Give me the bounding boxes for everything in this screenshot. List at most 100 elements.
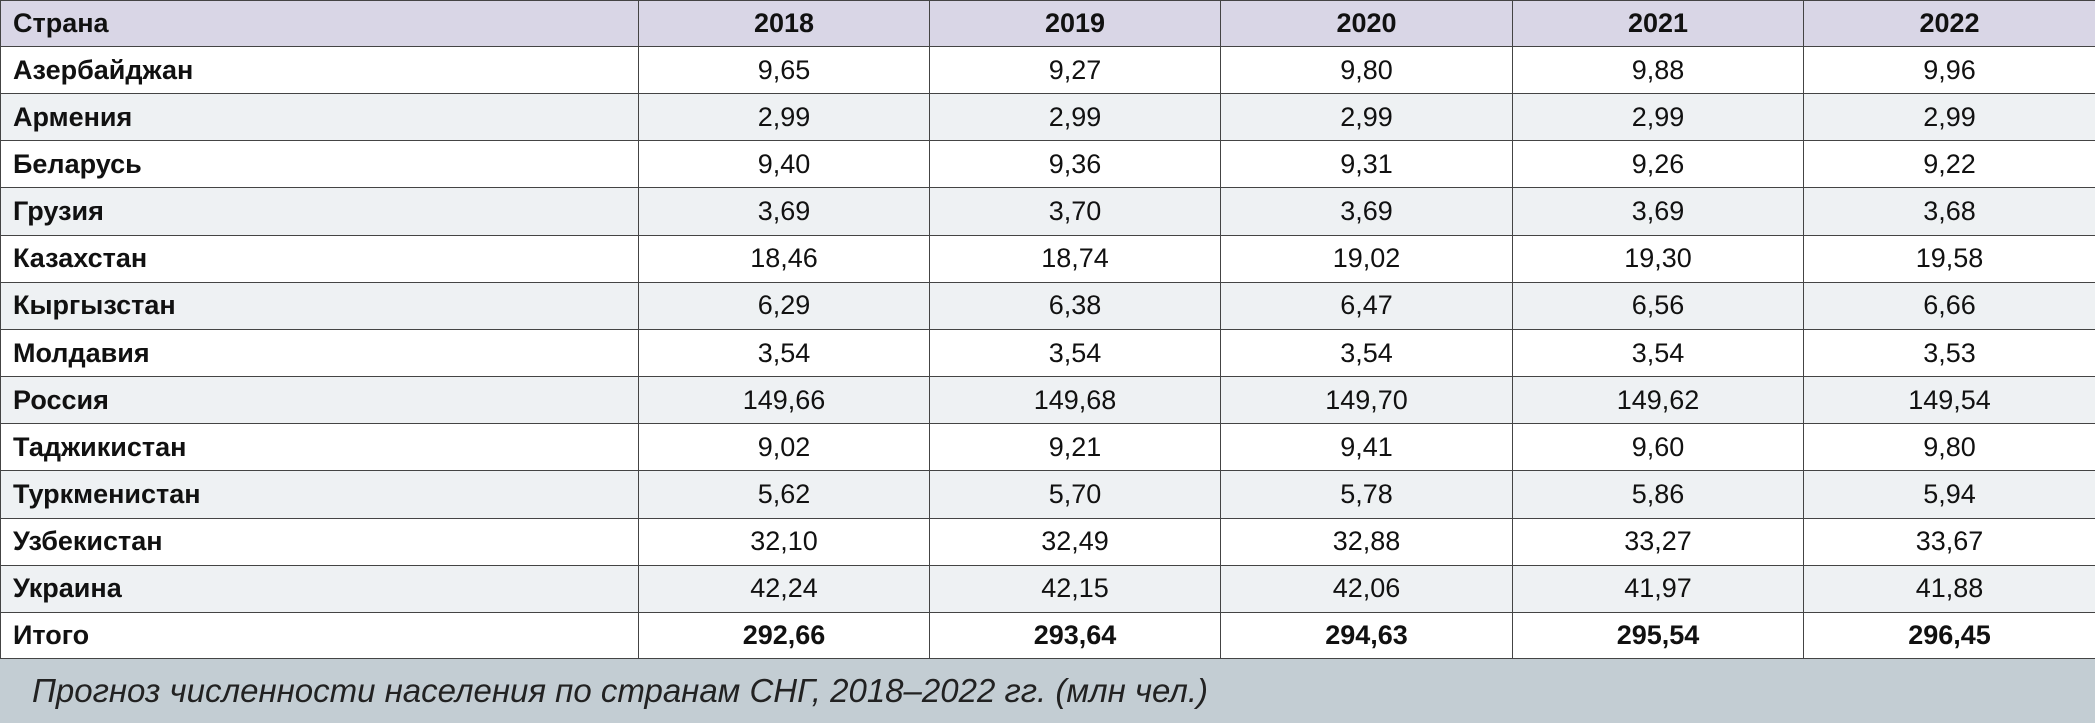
total-label: Итого bbox=[0, 612, 639, 659]
value-cell: 149,70 bbox=[1220, 376, 1513, 425]
value-cell: 9,02 bbox=[638, 423, 930, 472]
value-cell: 6,56 bbox=[1512, 281, 1804, 330]
column-header-country: Страна bbox=[0, 0, 639, 47]
column-header-year: 2020 bbox=[1220, 0, 1513, 47]
value-cell: 9,40 bbox=[638, 140, 930, 189]
value-cell: 149,66 bbox=[638, 376, 930, 425]
value-cell: 5,70 bbox=[929, 470, 1221, 519]
value-cell: 33,27 bbox=[1512, 517, 1804, 566]
total-row: Итого 292,66 293,64 294,63 295,54 296,45 bbox=[0, 612, 2095, 659]
value-cell: 3,53 bbox=[1803, 328, 2095, 378]
country-cell: Туркменистан bbox=[0, 470, 639, 519]
value-cell: 9,31 bbox=[1220, 140, 1513, 189]
value-cell: 42,24 bbox=[638, 564, 930, 614]
table-row: Армения 2,99 2,99 2,99 2,99 2,99 bbox=[0, 93, 2095, 142]
table-row: Грузия 3,69 3,70 3,69 3,69 3,68 bbox=[0, 187, 2095, 236]
column-header-year: 2019 bbox=[929, 0, 1221, 47]
value-cell: 6,66 bbox=[1803, 281, 2095, 330]
value-cell: 9,22 bbox=[1803, 140, 2095, 189]
value-cell: 42,15 bbox=[929, 564, 1221, 614]
value-cell: 19,30 bbox=[1512, 234, 1804, 283]
value-cell: 2,99 bbox=[1803, 93, 2095, 142]
country-cell: Кыргызстан bbox=[0, 281, 639, 330]
value-cell: 3,69 bbox=[1220, 187, 1513, 236]
value-cell: 9,26 bbox=[1512, 140, 1804, 189]
column-header-year: 2021 bbox=[1512, 0, 1804, 47]
value-cell: 9,80 bbox=[1803, 423, 2095, 472]
value-cell: 3,68 bbox=[1803, 187, 2095, 236]
value-cell: 18,46 bbox=[638, 234, 930, 283]
country-cell: Грузия bbox=[0, 187, 639, 236]
table-row: Беларусь 9,40 9,36 9,31 9,26 9,22 bbox=[0, 140, 2095, 189]
value-cell: 3,70 bbox=[929, 187, 1221, 236]
country-cell: Армения bbox=[0, 93, 639, 142]
value-cell: 32,49 bbox=[929, 517, 1221, 566]
country-cell: Узбекистан bbox=[0, 517, 639, 566]
table-row: Таджикистан 9,02 9,21 9,41 9,60 9,80 bbox=[0, 423, 2095, 472]
value-cell: 9,80 bbox=[1220, 45, 1513, 95]
value-cell: 32,88 bbox=[1220, 517, 1513, 566]
table-row: Россия 149,66 149,68 149,70 149,62 149,5… bbox=[0, 376, 2095, 425]
value-cell: 32,10 bbox=[638, 517, 930, 566]
total-value-cell: 293,64 bbox=[929, 612, 1221, 659]
value-cell: 9,21 bbox=[929, 423, 1221, 472]
value-cell: 5,78 bbox=[1220, 470, 1513, 519]
value-cell: 2,99 bbox=[929, 93, 1221, 142]
value-cell: 41,97 bbox=[1512, 564, 1804, 614]
table-row: Молдавия 3,54 3,54 3,54 3,54 3,53 bbox=[0, 328, 2095, 378]
population-forecast-table: Страна 2018 2019 2020 2021 2022 Азербайд… bbox=[0, 0, 2095, 659]
total-value-cell: 296,45 bbox=[1803, 612, 2095, 659]
value-cell: 6,47 bbox=[1220, 281, 1513, 330]
table-row: Казахстан 18,46 18,74 19,02 19,30 19,58 bbox=[0, 234, 2095, 283]
table-row: Туркменистан 5,62 5,70 5,78 5,86 5,94 bbox=[0, 470, 2095, 519]
value-cell: 149,62 bbox=[1512, 376, 1804, 425]
value-cell: 5,62 bbox=[638, 470, 930, 519]
value-cell: 9,60 bbox=[1512, 423, 1804, 472]
value-cell: 3,54 bbox=[929, 328, 1221, 378]
value-cell: 3,54 bbox=[1220, 328, 1513, 378]
value-cell: 2,99 bbox=[1220, 93, 1513, 142]
value-cell: 5,94 bbox=[1803, 470, 2095, 519]
value-cell: 2,99 bbox=[1512, 93, 1804, 142]
value-cell: 3,54 bbox=[1512, 328, 1804, 378]
value-cell: 19,58 bbox=[1803, 234, 2095, 283]
value-cell: 6,38 bbox=[929, 281, 1221, 330]
value-cell: 19,02 bbox=[1220, 234, 1513, 283]
value-cell: 33,67 bbox=[1803, 517, 2095, 566]
country-cell: Украина bbox=[0, 564, 639, 614]
value-cell: 5,86 bbox=[1512, 470, 1804, 519]
table-header-row: Страна 2018 2019 2020 2021 2022 bbox=[0, 0, 2095, 47]
country-cell: Таджикистан bbox=[0, 423, 639, 472]
value-cell: 9,27 bbox=[929, 45, 1221, 95]
value-cell: 9,88 bbox=[1512, 45, 1804, 95]
total-value-cell: 292,66 bbox=[638, 612, 930, 659]
table-row: Украина 42,24 42,15 42,06 41,97 41,88 bbox=[0, 564, 2095, 614]
total-value-cell: 294,63 bbox=[1220, 612, 1513, 659]
column-header-year: 2018 bbox=[638, 0, 930, 47]
value-cell: 9,36 bbox=[929, 140, 1221, 189]
value-cell: 41,88 bbox=[1803, 564, 2095, 614]
value-cell: 9,41 bbox=[1220, 423, 1513, 472]
value-cell: 149,54 bbox=[1803, 376, 2095, 425]
table-caption: Прогноз численности населения по странам… bbox=[32, 672, 1209, 709]
value-cell: 2,99 bbox=[638, 93, 930, 142]
country-cell: Россия bbox=[0, 376, 639, 425]
value-cell: 42,06 bbox=[1220, 564, 1513, 614]
value-cell: 3,69 bbox=[638, 187, 930, 236]
table-row: Узбекистан 32,10 32,49 32,88 33,27 33,67 bbox=[0, 517, 2095, 566]
country-cell: Азербайджан bbox=[0, 45, 639, 95]
value-cell: 9,96 bbox=[1803, 45, 2095, 95]
value-cell: 149,68 bbox=[929, 376, 1221, 425]
table-row: Кыргызстан 6,29 6,38 6,47 6,56 6,66 bbox=[0, 281, 2095, 330]
total-value-cell: 295,54 bbox=[1512, 612, 1804, 659]
country-cell: Молдавия bbox=[0, 328, 639, 378]
column-header-year: 2022 bbox=[1803, 0, 2095, 47]
table-row: Азербайджан 9,65 9,27 9,80 9,88 9,96 bbox=[0, 45, 2095, 95]
country-cell: Казахстан bbox=[0, 234, 639, 283]
value-cell: 9,65 bbox=[638, 45, 930, 95]
value-cell: 3,69 bbox=[1512, 187, 1804, 236]
caption-bar: Прогноз численности населения по странам… bbox=[0, 659, 2095, 723]
value-cell: 18,74 bbox=[929, 234, 1221, 283]
value-cell: 6,29 bbox=[638, 281, 930, 330]
